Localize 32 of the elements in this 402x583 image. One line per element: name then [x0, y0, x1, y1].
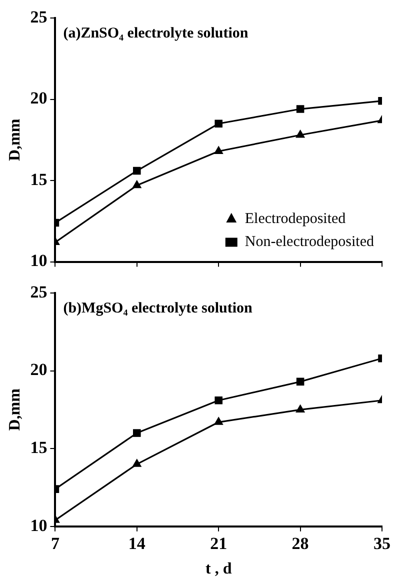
x-axis-title: t , d [205, 560, 232, 578]
y-tick-label: 10 [30, 516, 48, 535]
point [296, 130, 306, 138]
point [214, 146, 224, 154]
x-tick-label: 28 [292, 534, 309, 553]
x-tick-label: 14 [128, 534, 146, 553]
x-tick-label: 21 [210, 534, 228, 553]
y-tick-label: 20 [30, 88, 48, 108]
point [214, 120, 222, 128]
y-tick-label: 15 [30, 438, 48, 457]
y-tick-label: 10 [30, 251, 48, 270]
point [296, 105, 304, 113]
y-tick-label: 20 [30, 360, 48, 380]
y-axis-title: D,mm [6, 118, 24, 162]
text: (b)MgSO₄ electrolyte solution [63, 300, 254, 316]
y-tick-label: 15 [30, 170, 48, 189]
y-tick-label: 25 [30, 282, 48, 302]
point [133, 166, 141, 175]
x-tick-label: 35 [374, 534, 390, 553]
y-axis-title: D,mm [6, 388, 24, 431]
text: (a)ZnSO₄ electrolyte solution [63, 25, 249, 42]
legend-label: Electrodeposited [244, 211, 346, 228]
point [296, 378, 304, 386]
point [214, 396, 222, 404]
point [296, 404, 306, 412]
point [132, 180, 142, 188]
y-tick-label: 25 [30, 7, 48, 26]
x-tick-label: 7 [50, 534, 60, 553]
point [132, 458, 142, 467]
legend-label: Non-electrodeposited [244, 234, 374, 250]
point [133, 429, 141, 437]
point [214, 416, 224, 425]
